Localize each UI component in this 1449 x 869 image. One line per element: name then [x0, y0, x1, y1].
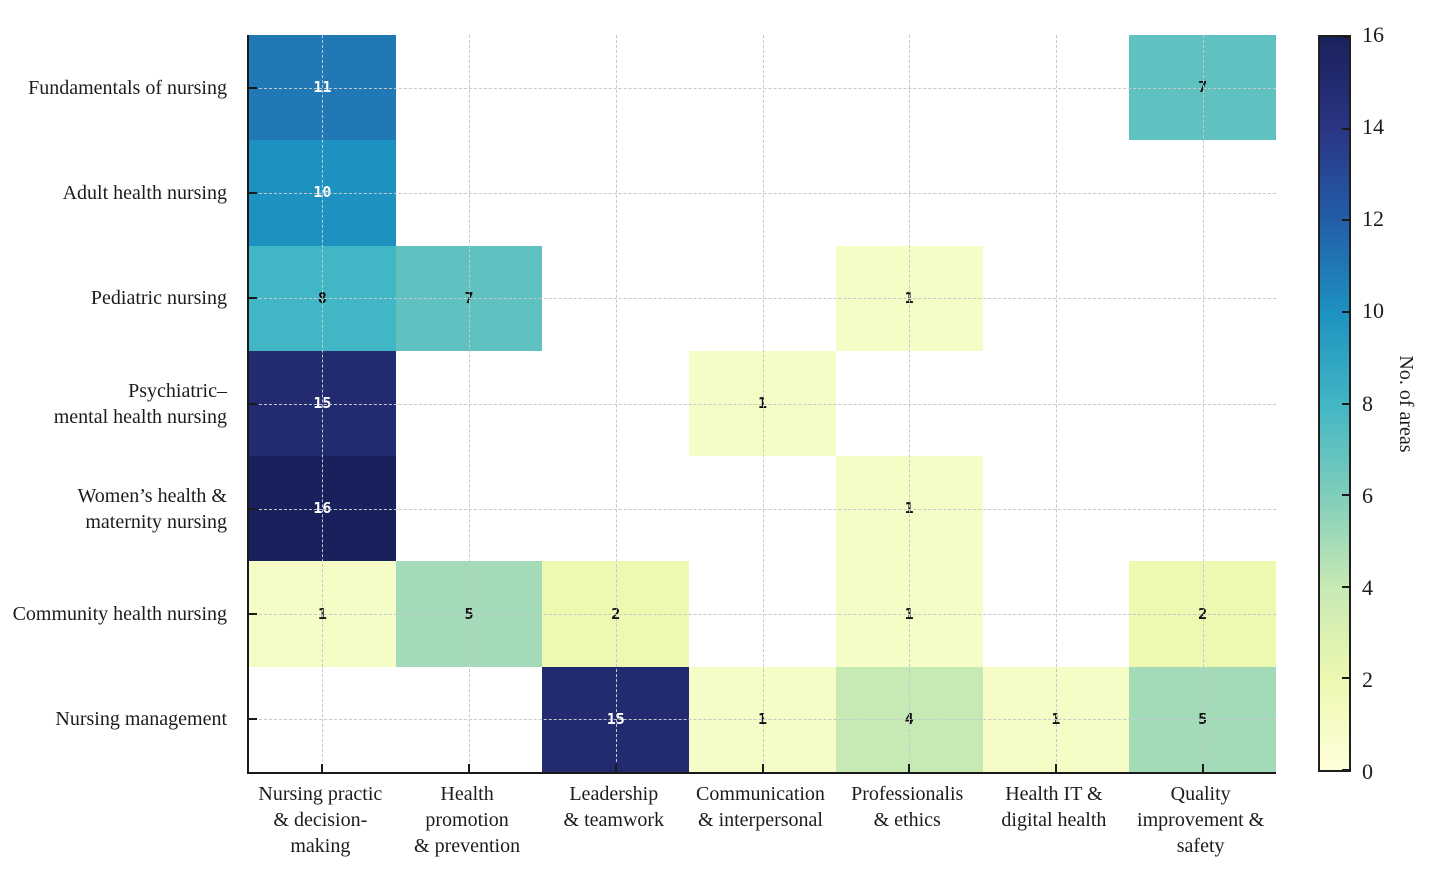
cell-value: 4 [904, 709, 914, 728]
heatmap-cell: 1 [835, 456, 983, 562]
colorbar-tick-label: 6 [1362, 482, 1373, 508]
colorbar-tick-label: 8 [1362, 390, 1373, 416]
colorbar-tick [1342, 310, 1349, 313]
cell-value: 5 [1198, 709, 1208, 728]
x-axis-label: Nursing practic & decision-making [258, 783, 383, 857]
cell-value: 11 [313, 78, 332, 97]
y-axis-tick [249, 297, 257, 300]
cell-value: 8 [317, 288, 327, 307]
heatmap-cell: 5 [1129, 666, 1276, 772]
x-axis-tick [614, 764, 617, 772]
x-axis-tick [908, 764, 911, 772]
cell-value: 1 [904, 499, 914, 518]
heatmap-cell: 5 [395, 561, 543, 667]
colorbar-tick [1342, 36, 1349, 38]
cell-value: 1 [317, 604, 327, 623]
colorbar-tick-label: 2 [1362, 666, 1373, 692]
colorbar-tick [1342, 769, 1349, 771]
cell-value: 10 [313, 183, 332, 202]
cell-value: 1 [757, 709, 767, 728]
y-axis-label: Adult health nursing [62, 181, 227, 204]
cell-value: 15 [606, 709, 625, 728]
colorbar-tick [1342, 402, 1349, 405]
y-axis-tick [249, 402, 257, 405]
heatmap-cell: 1 [835, 245, 983, 351]
x-axis-label: Health IT & digital health [1001, 783, 1107, 831]
heatmap-plot: 11 7 10 8 7 1 15 1 16 1 1 5 2 1 2 15 1 4 1 5 [247, 35, 1276, 774]
heatmap-cell: 1 [689, 350, 836, 457]
heatmap-cell: 16 [249, 456, 396, 562]
heatmap-cell: 2 [542, 561, 690, 667]
colorbar-tick-label: 12 [1362, 206, 1384, 232]
colorbar-tick [1342, 585, 1349, 588]
cell-value: 1 [904, 604, 914, 623]
cell-value: 1 [757, 393, 767, 412]
gridline-horizontal [249, 508, 1276, 510]
colorbar-gradient [1318, 35, 1351, 772]
x-axis-label: Professionalis & ethics [851, 783, 964, 831]
heatmap-cell: 7 [395, 245, 543, 351]
heatmap-cell: 1 [689, 666, 836, 772]
gridline-horizontal [249, 192, 1276, 194]
colorbar-tick [1342, 494, 1349, 497]
colorbar-tick [1342, 219, 1349, 222]
heatmap-cell: 15 [249, 350, 396, 457]
y-axis-tick [249, 191, 257, 194]
y-axis-label: Women’s health & maternity nursing [77, 484, 227, 533]
y-axis-tick [249, 507, 257, 510]
x-axis-label: Health promotion & prevention [414, 783, 521, 857]
y-axis-tick [249, 718, 257, 721]
x-axis-tick [1054, 764, 1057, 772]
gridline-vertical [1055, 35, 1057, 772]
heatmap-cell: 10 [249, 140, 396, 246]
colorbar-tick-label: 16 [1362, 22, 1384, 47]
y-axis-tick [249, 613, 257, 616]
x-axis-label: Communication & interpersonal [696, 783, 825, 831]
colorbar-tick-label: 0 [1362, 759, 1373, 784]
y-axis-label: Nursing management [55, 708, 227, 731]
heatmap-cell: 1 [249, 561, 396, 667]
x-axis-tick [468, 764, 471, 772]
heatmap-cell: 1 [835, 561, 983, 667]
x-axis-tick [1201, 764, 1204, 772]
cell-value: 16 [313, 499, 332, 518]
x-axis-label: Leadership & teamwork [563, 783, 665, 831]
colorbar-tick-label: 4 [1362, 574, 1373, 600]
cell-value: 15 [313, 393, 332, 412]
y-axis-label: Fundamentals of nursing [28, 76, 227, 99]
colorbar-title: No. of areas [1395, 354, 1417, 453]
colorbar-tick [1342, 677, 1349, 680]
cell-value: 1 [904, 288, 914, 307]
cell-value: 7 [464, 288, 474, 307]
x-axis-label: Quality improvement & safety [1137, 783, 1265, 857]
x-axis-tick [321, 764, 324, 772]
colorbar-tick-label: 14 [1362, 114, 1384, 140]
colorbar-tick-label: 10 [1362, 298, 1384, 324]
heatmap-cell: 1 [982, 666, 1130, 772]
cell-value: 7 [1198, 78, 1208, 97]
y-axis: Fundamentals of nursing Adult health nurs… [0, 35, 237, 772]
cell-value: 2 [1198, 604, 1208, 623]
colorbar-tick [1342, 127, 1349, 130]
heatmap-cell: 8 [249, 245, 396, 351]
x-axis-tick [761, 764, 764, 772]
y-axis-label: Pediatric nursing [90, 287, 227, 310]
heatmap-cell: 4 [835, 666, 983, 772]
y-axis-tick [249, 86, 257, 89]
cell-value: 2 [611, 604, 621, 623]
heatmap-cell: 15 [542, 666, 690, 772]
y-axis-label: Psychiatric– mental health nursing [53, 379, 227, 428]
heatmap-cell: 2 [1129, 561, 1276, 667]
heatmap-cell: 7 [1129, 35, 1276, 141]
gridline-horizontal [249, 87, 1276, 89]
cell-value: 1 [1051, 709, 1061, 728]
cell-value: 5 [464, 604, 474, 623]
colorbar-group: No. of areas 0 2 4 6 8 10 12 14 16 [1318, 22, 1448, 784]
heatmap-cell: 11 [249, 35, 396, 141]
x-axis: Nursing practic & decision-making Health pr… [247, 781, 1274, 866]
y-axis-label: Community health nursing [12, 603, 227, 626]
